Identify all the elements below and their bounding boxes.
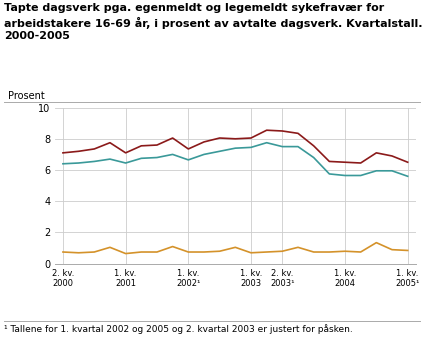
Egenmeldt [280,249,285,253]
Totalt [343,160,348,164]
Text: Prosent: Prosent [8,91,45,101]
Legemeldt [264,141,269,145]
Egenmeldt [76,251,81,255]
Egenmeldt [296,245,301,249]
Egenmeldt [405,248,410,253]
Egenmeldt [248,251,254,255]
Text: Tapte dagsverk pga. egenmeldt og legemeldt sykefravær for
arbeidstakere 16-69 år: Tapte dagsverk pga. egenmeldt og legemel… [4,3,423,41]
Legemeldt [170,152,175,156]
Egenmeldt [60,250,65,254]
Egenmeldt [201,250,206,254]
Legemeldt [248,145,254,150]
Totalt [296,131,301,135]
Legemeldt [405,174,410,178]
Totalt [154,143,159,147]
Legemeldt [233,146,238,150]
Legemeldt [390,169,395,173]
Totalt [264,128,269,132]
Legemeldt [92,159,97,163]
Egenmeldt [264,250,269,254]
Totalt [107,141,112,145]
Egenmeldt [107,245,112,249]
Egenmeldt [123,252,128,256]
Line: Legemeldt: Legemeldt [63,143,408,176]
Text: ¹ Tallene for 1. kvartal 2002 og 2005 og 2. kvartal 2003 er justert for påsken.: ¹ Tallene for 1. kvartal 2002 og 2005 og… [4,324,353,334]
Legemeldt [60,162,65,166]
Legemeldt [374,169,379,173]
Egenmeldt [186,250,191,254]
Totalt [327,159,332,163]
Totalt [217,136,222,140]
Line: Egenmeldt: Egenmeldt [63,243,408,254]
Totalt [76,149,81,153]
Egenmeldt [374,240,379,245]
Totalt [405,160,410,164]
Egenmeldt [217,249,222,253]
Egenmeldt [343,249,348,253]
Totalt [92,147,97,151]
Egenmeldt [139,250,144,254]
Legemeldt [123,161,128,165]
Legemeldt [76,161,81,165]
Totalt [60,151,65,155]
Totalt [358,161,363,165]
Legemeldt [139,156,144,160]
Legemeldt [186,158,191,162]
Legemeldt [296,145,301,149]
Legemeldt [311,155,316,160]
Egenmeldt [311,250,316,254]
Totalt [201,140,206,144]
Totalt [311,144,316,148]
Legemeldt [201,152,206,156]
Totalt [390,154,395,158]
Totalt [248,136,254,140]
Legemeldt [154,155,159,160]
Line: Totalt: Totalt [63,130,408,163]
Egenmeldt [92,250,97,254]
Legemeldt [358,174,363,178]
Legemeldt [280,145,285,149]
Egenmeldt [154,250,159,254]
Totalt [123,151,128,155]
Legemeldt [217,149,222,153]
Totalt [374,151,379,155]
Egenmeldt [390,248,395,252]
Egenmeldt [327,250,332,254]
Totalt [170,136,175,140]
Totalt [139,144,144,148]
Legemeldt [327,172,332,176]
Totalt [233,137,238,141]
Egenmeldt [170,244,175,248]
Legemeldt [343,174,348,178]
Egenmeldt [358,250,363,254]
Totalt [280,129,285,133]
Legemeldt [107,157,112,161]
Totalt [186,147,191,151]
Egenmeldt [233,245,238,249]
